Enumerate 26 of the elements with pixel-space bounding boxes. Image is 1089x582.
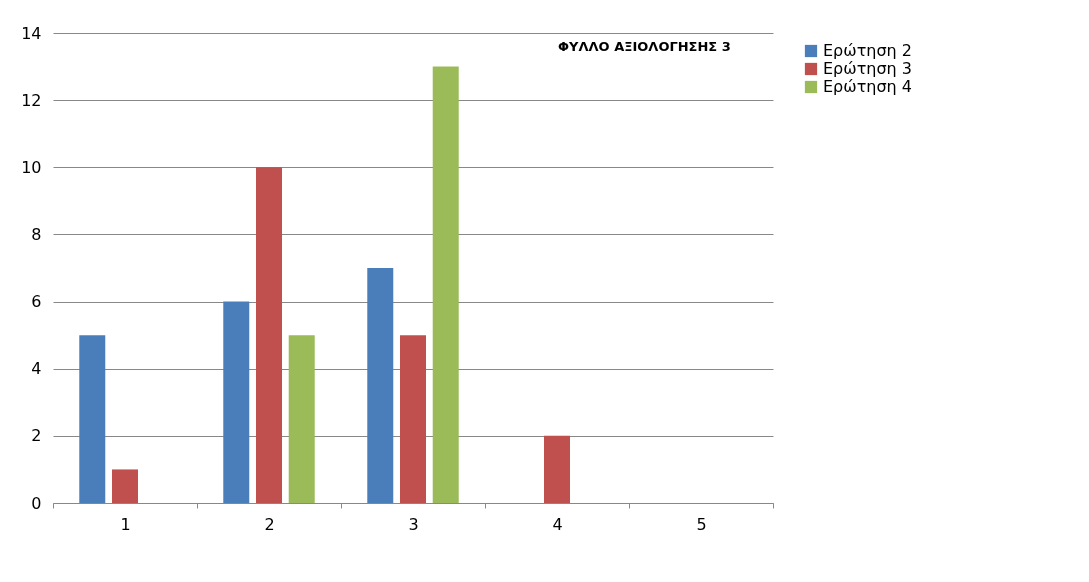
legend-label: Ερώτηση 4 [823, 77, 912, 96]
x-tick-label: 2 [264, 514, 275, 534]
y-tick-label: 6 [31, 292, 42, 312]
text: ΦΥΛΛΟ ΑΞΙΟΛΟΓΗΣΗΣ 3 [558, 39, 731, 54]
legend-label: Ερώτηση 2 [823, 41, 912, 60]
y-tick-label: 4 [31, 359, 42, 379]
x-tick-label: 1 [120, 514, 131, 534]
bar [400, 335, 426, 503]
y-tick-label: 12 [21, 90, 42, 110]
x-tick-label: 4 [552, 514, 563, 534]
bar [223, 301, 250, 503]
bar [288, 335, 315, 503]
bar [544, 435, 570, 503]
y-tick-label: 8 [31, 224, 42, 244]
y-tick-label: 14 [21, 23, 42, 43]
y-tick-label: 10 [21, 157, 42, 177]
bar [367, 268, 394, 503]
x-tick-label: 5 [696, 514, 707, 534]
y-tick-label: 0 [31, 493, 42, 513]
bar [112, 469, 138, 503]
bar [432, 66, 459, 503]
bar [256, 167, 282, 503]
legend-label: Ερώτηση 3 [823, 59, 912, 78]
bar [79, 335, 106, 503]
x-tick-label: 3 [408, 514, 419, 534]
y-tick-label: 2 [31, 426, 42, 446]
